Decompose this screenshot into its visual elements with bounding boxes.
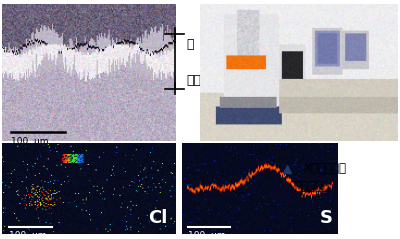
Text: S: S <box>320 209 333 227</box>
Text: 100  μm: 100 μm <box>11 137 48 146</box>
Text: 100  μm: 100 μm <box>8 232 46 239</box>
Text: Cl: Cl <box>148 209 167 227</box>
Text: アナライザ: アナライザ <box>294 180 329 194</box>
Text: 錆: 錆 <box>186 38 194 51</box>
Text: 100  μm: 100 μm <box>188 232 226 239</box>
Text: X線マイクロ: X線マイクロ <box>304 162 346 175</box>
Text: 母体: 母体 <box>186 74 201 87</box>
